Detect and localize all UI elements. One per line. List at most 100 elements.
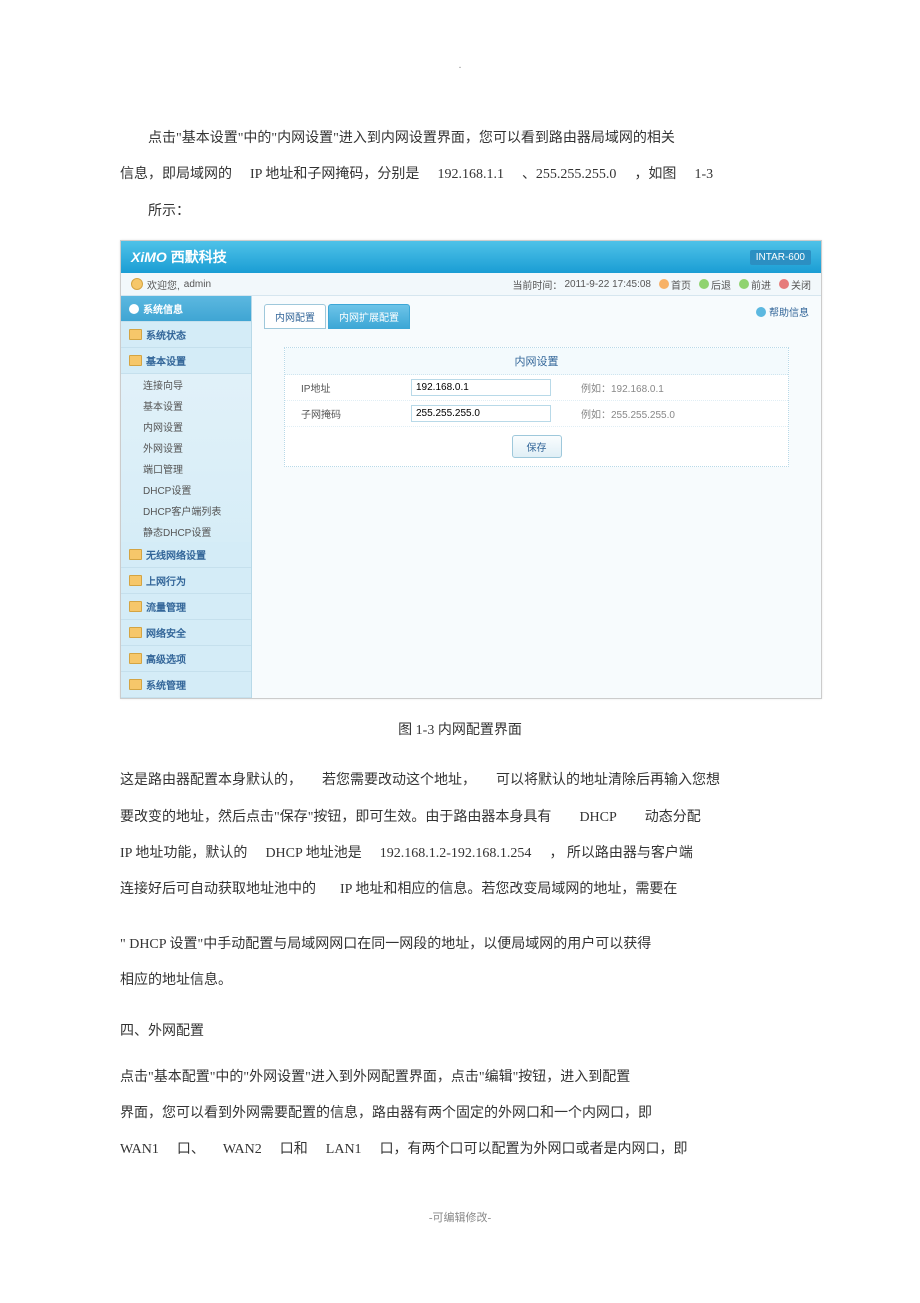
p7a: 连接好后可自动获取地址池中的 <box>120 872 316 908</box>
sidebar-header-label: 系统信息 <box>143 301 183 316</box>
folder-icon <box>129 355 142 366</box>
row-ip-hint: 例如：192.168.0.1 <box>551 380 788 395</box>
p11: 界面，您可以看到外网需要配置的信息，路由器有两个固定的外网口和一个内网口，即 <box>120 1096 800 1132</box>
folder-icon <box>129 601 142 612</box>
tab-lan-config[interactable]: 内网配置 <box>264 304 326 329</box>
help-label: 帮助信息 <box>769 304 809 319</box>
link-close-label: 关闭 <box>791 277 811 292</box>
folder-icon <box>129 653 142 664</box>
sidebar-cat-system[interactable]: 系统管理 <box>121 672 251 698</box>
page-footer: -可编辑修改- <box>120 1209 800 1225</box>
link-home-label: 首页 <box>671 277 691 292</box>
p12f: 口，有两个口可以配置为外网口或者是内网口，即 <box>380 1132 688 1168</box>
sidebar-sub-dhcpclients[interactable]: DHCP客户端列表 <box>121 500 251 521</box>
folder-icon <box>129 575 142 586</box>
folder-icon <box>129 627 142 638</box>
sidebar-sub-wan[interactable]: 外网设置 <box>121 437 251 458</box>
p9: 相应的地址信息。 <box>120 963 800 999</box>
sidebar-sub-port[interactable]: 端口管理 <box>121 458 251 479</box>
p6: IP 地址功能，默认的 DHCP 地址池是 192.168.1.2-192.16… <box>120 836 800 872</box>
sidebar-cat-traffic[interactable]: 流量管理 <box>121 594 251 620</box>
p6b: DHCP 地址池是 <box>265 836 361 872</box>
welcome-user: admin <box>184 279 211 290</box>
folder-icon <box>129 549 142 560</box>
row-mask-label: 子网掩码 <box>285 406 411 421</box>
sidebar-cat-security[interactable]: 网络安全 <box>121 620 251 646</box>
link-back[interactable]: 后退 <box>699 277 731 292</box>
back-icon <box>699 279 709 289</box>
section-4-heading: 四、外网配置 <box>120 1020 800 1040</box>
time-label: 当前时间： <box>512 277 562 292</box>
p3-text: 所示： <box>120 194 800 230</box>
home-icon <box>659 279 669 289</box>
sidebar-cat-behavior[interactable]: 上网行为 <box>121 568 251 594</box>
p2a: 信息，即局域网的 <box>120 157 232 193</box>
intro-paragraph: 点击"基本设置"中的"内网设置"进入到内网设置界面，您可以看到路由器局域网的相关 <box>120 121 800 157</box>
sidebar-sub-wizard[interactable]: 连接向导 <box>121 374 251 395</box>
forward-icon <box>739 279 749 289</box>
save-button[interactable]: 保存 <box>512 435 562 458</box>
p12d: 口和 <box>280 1132 308 1168</box>
p4: 这是路由器配置本身默认的， 若您需要改动这个地址， 可以将默认的地址清除后再输入… <box>120 763 800 799</box>
link-back-label: 后退 <box>711 277 731 292</box>
router-header: XiMO 西默科技 INTAR-600 <box>121 241 821 273</box>
figure-caption: 图 1-3 内网配置界面 <box>120 719 800 739</box>
router-model-badge: INTAR-600 <box>750 250 811 265</box>
logo-cn: 西默科技 <box>171 247 227 267</box>
p2c: 192.168.1.1 <box>437 157 504 193</box>
p2-line: 信息，即局域网的 IP 地址和子网掩码，分别是 192.168.1.1 、255… <box>120 157 800 193</box>
sidebar-cat-basic[interactable]: 基本设置 <box>121 348 251 374</box>
ip-input[interactable] <box>411 379 551 396</box>
p6a: IP 地址功能，默认的 <box>120 836 247 872</box>
row-ip: IP地址 例如：192.168.0.1 <box>285 375 788 401</box>
p6d: ， 所以路由器与客户端 <box>549 836 693 872</box>
lan-settings-panel: 内网设置 IP地址 例如：192.168.0.1 子网掩码 例如：255.255… <box>284 347 789 467</box>
row-mask-hint: 例如：255.255.255.0 <box>551 406 788 421</box>
link-close[interactable]: 关闭 <box>779 277 811 292</box>
sidebar-cat-status[interactable]: 系统状态 <box>121 322 251 348</box>
p12c: WAN2 <box>223 1132 262 1168</box>
logo-en: XiMO <box>131 249 167 265</box>
p2e: ，如图 <box>634 157 676 193</box>
p10: 点击"基本配置"中的"外网设置"进入到外网配置界面，点击"编辑"按钮，进入到配置 <box>120 1060 800 1096</box>
sidebar-header[interactable]: 系统信息 <box>121 296 251 322</box>
p12a: WAN1 <box>120 1132 159 1168</box>
sidebar-sub-basic[interactable]: 基本设置 <box>121 395 251 416</box>
sidebar-sub-staticdhcp[interactable]: 静态DHCP设置 <box>121 521 251 542</box>
p1: 点击"基本设置"中的"内网设置"进入到内网设置界面，您可以看到路由器局域网的相关 <box>120 121 800 157</box>
p5a: 要改变的地址，然后点击"保存"按钮，即可生效。由于路由器本身具有 <box>120 800 551 836</box>
p7: 连接好后可自动获取地址池中的 IP 地址和相应的信息。若您改变局域网的地址，需要… <box>120 872 800 908</box>
p12e: LAN1 <box>326 1132 362 1168</box>
help-icon <box>756 307 766 317</box>
router-tabs: 内网配置 内网扩展配置 <box>264 304 809 329</box>
sidebar-cat-advanced[interactable]: 高级选项 <box>121 646 251 672</box>
help-link[interactable]: 帮助信息 <box>756 304 809 319</box>
user-icon <box>131 278 143 290</box>
row-mask: 子网掩码 例如：255.255.255.0 <box>285 401 788 427</box>
p7b: IP 地址和相应的信息。若您改变局域网的地址，需要在 <box>340 872 677 908</box>
mask-input[interactable] <box>411 405 551 422</box>
time-block: 当前时间： 2011-9-22 17:45:08 <box>512 277 651 292</box>
router-main: 内网配置 内网扩展配置 帮助信息 内网设置 IP地址 例如：192.168.0.… <box>252 296 821 698</box>
sidebar-cat-wireless[interactable]: 无线网络设置 <box>121 542 251 568</box>
cat-label-7: 系统管理 <box>146 677 186 692</box>
time-value: 2011-9-22 17:45:08 <box>564 279 651 290</box>
cat-label-3: 上网行为 <box>146 573 186 588</box>
cat-label-0: 系统状态 <box>146 327 186 342</box>
sidebar-sub-dhcp[interactable]: DHCP设置 <box>121 479 251 500</box>
panel-title: 内网设置 <box>285 348 788 375</box>
p2f: 1-3 <box>694 157 713 193</box>
p4c: 可以将默认的地址清除后再输入您想 <box>496 763 720 799</box>
link-forward[interactable]: 前进 <box>739 277 771 292</box>
cat-label-2: 无线网络设置 <box>146 547 206 562</box>
cat-label-6: 高级选项 <box>146 651 186 666</box>
sidebar-sub-lan[interactable]: 内网设置 <box>121 416 251 437</box>
row-ip-label: IP地址 <box>285 380 411 395</box>
gear-icon <box>129 304 139 314</box>
cat-label-1: 基本设置 <box>146 353 186 368</box>
p12b: 口、 <box>177 1132 205 1168</box>
folder-icon <box>129 679 142 690</box>
tab-lan-ext-config[interactable]: 内网扩展配置 <box>328 304 410 329</box>
link-home[interactable]: 首页 <box>659 277 691 292</box>
p6c: 192.168.1.2-192.168.1.254 <box>380 836 532 872</box>
